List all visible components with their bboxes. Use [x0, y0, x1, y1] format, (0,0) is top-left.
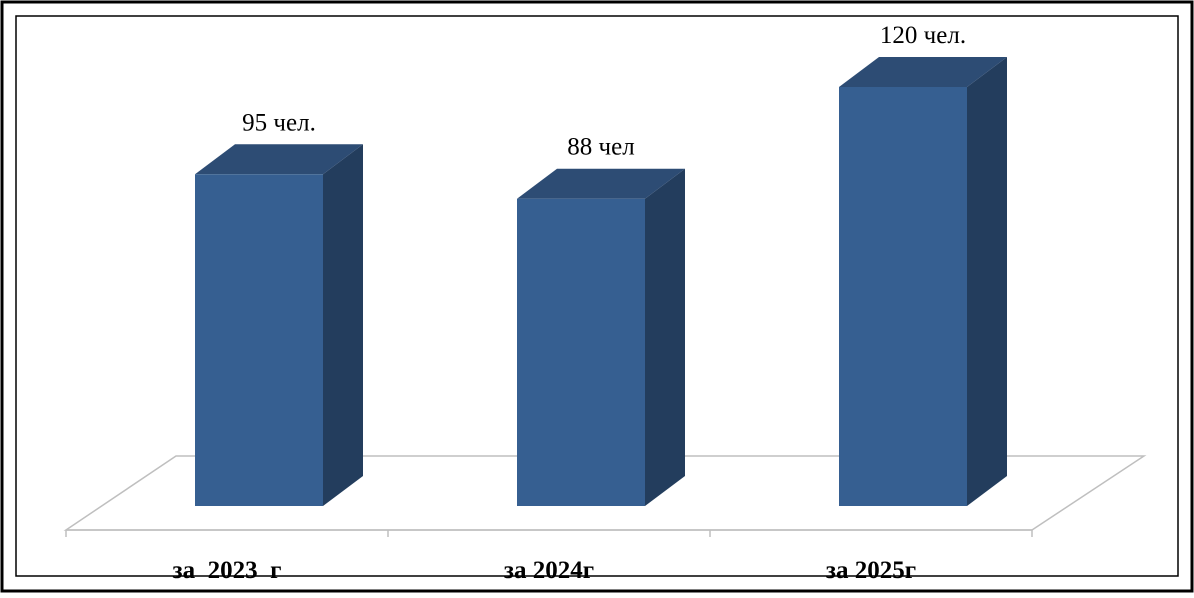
labels-layer: 95 чел. за 2023 г 88 чел за 2024г 120 чел. за…: [173, 22, 967, 584]
bar-top-face: [517, 168, 685, 199]
bar-front-face: [839, 87, 967, 506]
category-label: за 2023 г: [173, 557, 282, 584]
bar-front-face: [517, 198, 645, 506]
bar-side-face: [645, 168, 685, 506]
bar-3: [839, 57, 1007, 506]
bar-2: [517, 168, 685, 506]
bar-top-face: [195, 144, 363, 175]
bar-1: [195, 144, 363, 506]
bar-top-face: [839, 57, 1007, 87]
bar-side-face: [323, 144, 363, 506]
bar-front-face: [195, 174, 323, 506]
inner-border: [15, 15, 1179, 577]
data-label: 120 чел.: [880, 22, 966, 49]
bars-layer: [195, 57, 1007, 506]
bar-side-face: [967, 57, 1007, 506]
x-axis-ticks: [65, 530, 1033, 537]
category-label: за 2025г: [826, 557, 916, 584]
category-label: за 2024г: [504, 557, 594, 584]
data-label: 95 чел.: [242, 109, 316, 136]
data-label: 88 чел: [567, 134, 634, 161]
